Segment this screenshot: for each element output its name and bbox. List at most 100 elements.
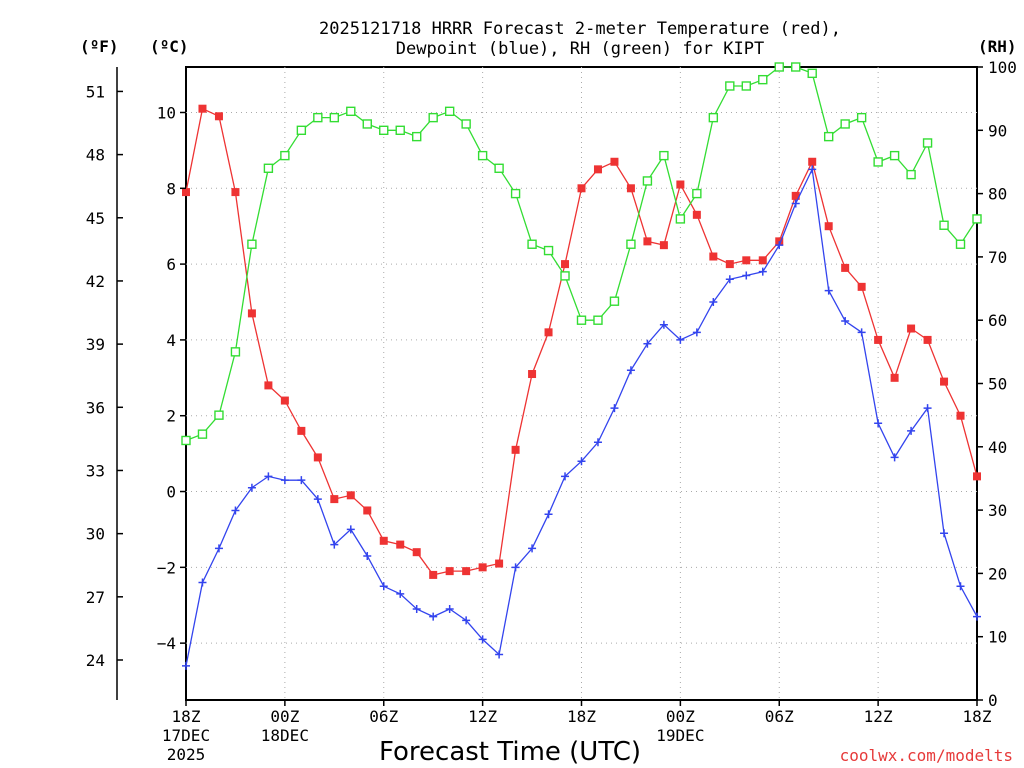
data-point [576, 315, 587, 325]
data-point [758, 74, 768, 85]
data-point [313, 112, 323, 123]
data-point [197, 429, 208, 439]
data-point [330, 495, 339, 504]
data-point [906, 169, 916, 180]
celsius-tick-label: 4 [166, 331, 176, 350]
data-point [642, 176, 653, 186]
data-point [907, 324, 916, 333]
data-point [263, 163, 274, 173]
data-point [610, 157, 619, 166]
data-point [791, 62, 801, 72]
data-point [807, 68, 817, 79]
data-point [495, 559, 504, 568]
data-point [758, 256, 767, 265]
data-point [841, 316, 850, 325]
celsius-tick-label: −4 [157, 634, 176, 653]
data-point [363, 551, 372, 560]
data-point [708, 112, 719, 123]
data-point [890, 373, 899, 382]
data-point [412, 548, 421, 557]
data-point [429, 570, 438, 579]
plot-border [185, 66, 978, 701]
series-layer [181, 62, 982, 670]
x-tick-label: 06Z [765, 707, 794, 726]
data-point [346, 491, 355, 500]
data-point [561, 472, 570, 481]
data-point [940, 377, 949, 386]
plot-frame [185, 66, 978, 701]
data-point [494, 163, 504, 173]
data-point [528, 544, 537, 553]
series-line-temperature [185, 107, 978, 576]
fahrenheit-tick-label: 48 [86, 146, 105, 165]
data-point [676, 180, 685, 189]
data-point [428, 112, 438, 123]
data-point [412, 605, 421, 614]
data-point [181, 435, 191, 446]
data-point [247, 239, 257, 249]
series-line-rh [185, 66, 978, 442]
data-point [214, 544, 223, 553]
rh-tick-label: 50 [988, 375, 1007, 394]
data-point [774, 62, 784, 72]
rh-tick-label: 90 [988, 121, 1007, 140]
data-point [313, 495, 322, 504]
data-point [939, 220, 949, 230]
data-point [889, 150, 900, 161]
data-point [973, 612, 981, 621]
fahrenheit-unit-label: (ºF) [80, 37, 119, 56]
rh-tick-label: 70 [988, 248, 1007, 267]
data-point [445, 605, 454, 614]
data-point [676, 335, 685, 344]
x-tick-label: 17DEC [162, 726, 210, 745]
data-point [709, 252, 718, 261]
data-point [874, 335, 883, 344]
x-tick-label: 18Z [172, 707, 201, 726]
data-point [395, 125, 405, 136]
data-point [543, 245, 554, 256]
data-point [297, 476, 306, 485]
data-point [477, 150, 488, 161]
data-point [856, 112, 867, 123]
data-point [956, 582, 965, 591]
data-point [775, 241, 784, 250]
data-point [478, 635, 487, 644]
celsius-tick-label: −2 [157, 558, 176, 577]
data-point [214, 112, 223, 121]
data-point [280, 150, 290, 161]
data-point [956, 411, 965, 420]
data-point [609, 296, 620, 306]
data-point [182, 188, 190, 197]
data-point [857, 282, 866, 291]
data-point [692, 328, 701, 337]
data-point [544, 510, 553, 519]
data-point [346, 106, 356, 117]
data-point [741, 81, 751, 91]
x-tick-label: 12Z [468, 707, 497, 726]
data-point [692, 188, 702, 199]
data-point [247, 309, 256, 318]
data-point [214, 410, 224, 420]
data-point [923, 335, 932, 344]
data-point [823, 131, 834, 142]
fahrenheit-tick-label: 45 [86, 209, 105, 228]
data-point [444, 106, 455, 117]
data-point [528, 370, 537, 379]
data-point [198, 104, 207, 113]
data-point [264, 472, 273, 481]
celsius-unit-label: (ºC) [150, 37, 189, 56]
data-point [379, 582, 388, 591]
celsius-tick-label: 8 [166, 179, 176, 198]
data-point [659, 150, 669, 161]
x-tick-label: 00Z [270, 707, 299, 726]
data-point [873, 157, 883, 167]
data-point [840, 119, 850, 129]
data-point [247, 483, 256, 492]
data-point [824, 222, 833, 231]
data-point [659, 320, 668, 329]
fahrenheit-tick-label: 39 [86, 335, 105, 354]
data-point [230, 347, 241, 357]
celsius-tick-label: 0 [166, 483, 176, 502]
rh-tick-label: 60 [988, 311, 1007, 330]
data-point [577, 184, 586, 193]
